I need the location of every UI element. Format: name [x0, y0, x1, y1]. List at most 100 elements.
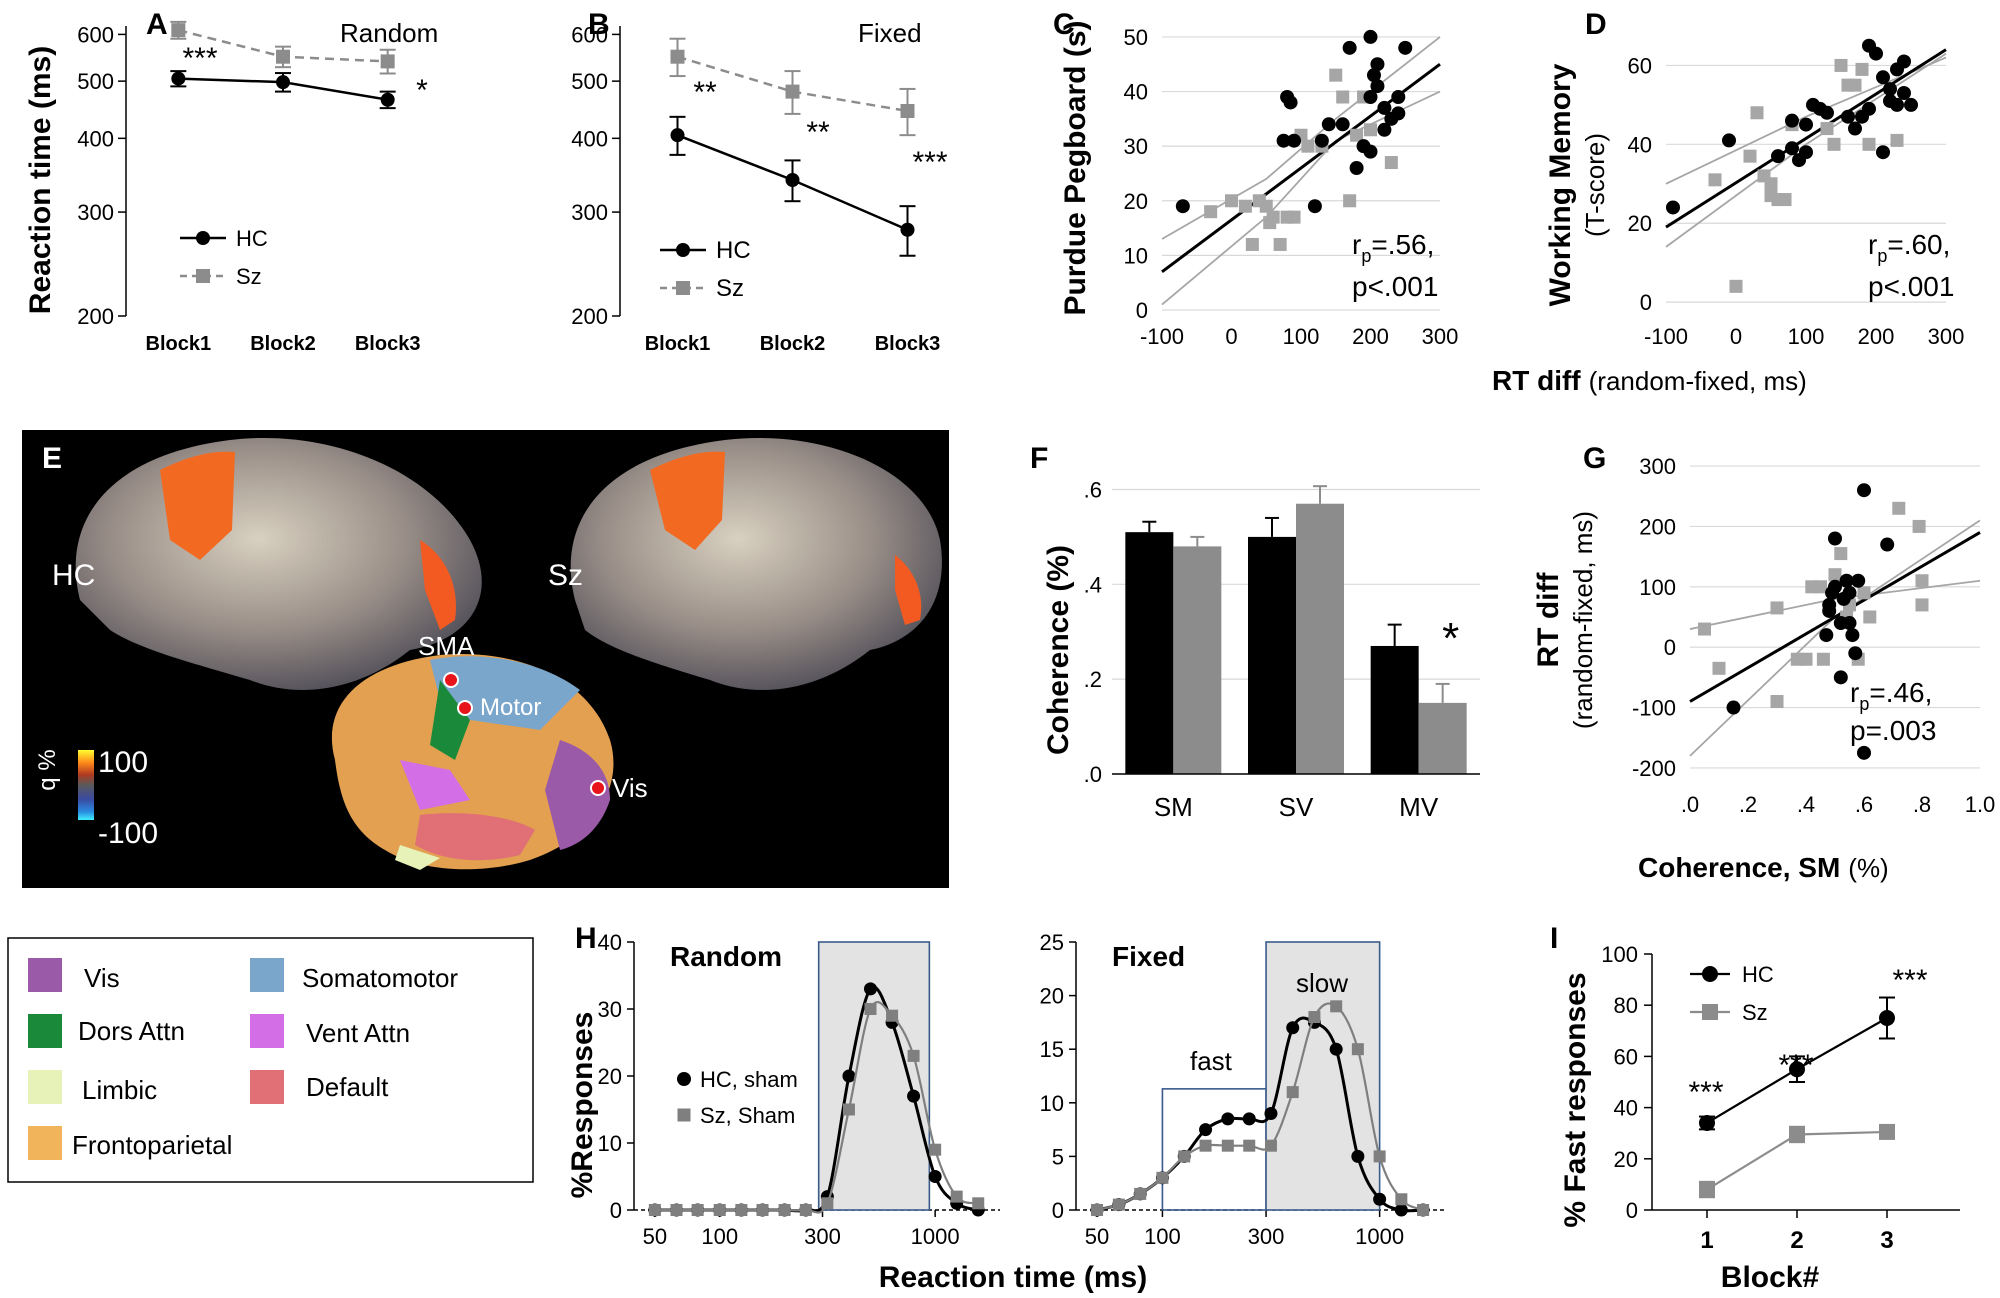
panel-c-letter: C	[1053, 8, 1075, 41]
data-point	[1286, 1021, 1300, 1035]
x-tick-label: 100	[1788, 324, 1825, 349]
hc-point	[1666, 200, 1680, 215]
data-point	[276, 75, 290, 90]
y-tick-label: 600	[77, 22, 114, 47]
x-tick-label: 1000	[911, 1224, 960, 1249]
x-tick-label: 100	[701, 1224, 738, 1249]
hc-point	[1845, 628, 1860, 643]
panel-d-stat-r: rp=.60,	[1868, 229, 1950, 266]
y-tick-label: 80	[1614, 993, 1638, 1018]
network-legend: Vis Somatomotor Dors Attn Vent Attn Limb…	[7, 937, 534, 1183]
legend-marker	[676, 281, 690, 295]
x-tick-label: 50	[643, 1224, 667, 1249]
bar	[1248, 536, 1296, 774]
node-motor	[457, 700, 473, 716]
panel-d-stat-r-symbol: r	[1868, 229, 1877, 260]
y-tick-label: 0	[1640, 290, 1652, 315]
x-tick-label: 0	[1225, 324, 1237, 349]
y-tick-label: 0	[1052, 1198, 1064, 1223]
q-colorbar-label: q %	[34, 749, 61, 790]
legend-label: Sz	[716, 275, 744, 302]
bar	[1296, 503, 1344, 774]
data-point	[1286, 1086, 1299, 1099]
data-point	[1308, 1011, 1321, 1024]
legend-label-default: Default	[306, 1072, 389, 1102]
data-point	[929, 1143, 942, 1156]
panel-f-x-axis: SM SV MV	[1112, 773, 1480, 822]
hc-point	[1851, 573, 1866, 588]
legend-label: Sz, Sham	[700, 1103, 795, 1128]
q-colorbar-max: 100	[98, 746, 148, 779]
x-tick-label: -100	[1140, 324, 1184, 349]
panel-h-letter: H	[575, 922, 597, 955]
brain-sz-occipital-region	[895, 555, 922, 625]
data-point	[1242, 1112, 1256, 1126]
sz-point	[1336, 90, 1350, 104]
hc-point	[1785, 113, 1799, 128]
legend-label-dors-attn: Dors Attn	[78, 1016, 185, 1046]
panel-c-stat-p: p<.001	[1352, 271, 1438, 302]
sz-point	[1273, 237, 1287, 251]
data-point	[1199, 1139, 1212, 1152]
y-tick-label: 0	[1626, 1198, 1638, 1223]
x-tick-label: 200	[1858, 324, 1895, 349]
data-point	[276, 49, 290, 64]
panel-g-xlabel: Coherence, SM (%)	[1638, 852, 1889, 883]
hc-point	[1799, 145, 1813, 160]
bar	[1173, 546, 1222, 774]
data-point	[1178, 1150, 1191, 1163]
legend-label: HC	[1742, 962, 1774, 987]
significance-star: *	[1442, 614, 1459, 663]
panel-i-x-axis: 1 2 3	[1652, 1209, 1960, 1254]
panel-h-xlabel: Reaction time (ms)	[879, 1261, 1147, 1294]
data-point	[691, 1204, 704, 1216]
panel-h1-y-axis: 0 10 20 30 40	[598, 930, 635, 1223]
x-tick-label: 100	[1144, 1224, 1181, 1249]
sz-point	[1848, 78, 1862, 92]
sz-point	[1912, 519, 1926, 533]
x-tick-label: 300	[1928, 324, 1965, 349]
q-colorbar	[78, 750, 94, 820]
y-tick-label: 0	[610, 1198, 622, 1223]
legend-swatch-dors-attn	[28, 1014, 62, 1048]
x-tick-label: .0	[1681, 792, 1699, 817]
data-point	[171, 23, 186, 38]
hc-point	[1822, 597, 1837, 612]
panel-g-ylabel: RT diff	[1532, 572, 1565, 668]
panel-b-title: Fixed	[858, 18, 922, 48]
y-tick-label: 200	[77, 304, 114, 329]
x-tick-label: 1.0	[1965, 792, 1996, 817]
panel-h1-legend: HC, sham Sz, Sham	[677, 1067, 798, 1128]
sz-point	[1770, 601, 1784, 615]
hc-point	[1828, 579, 1842, 594]
hc-point	[1876, 145, 1890, 160]
data-point	[648, 1204, 661, 1216]
hc-point	[1321, 117, 1336, 132]
hc-point	[1876, 70, 1890, 85]
x-tick-label: 200	[1352, 324, 1389, 349]
y-tick-label: 10	[1040, 1091, 1064, 1116]
panel-c-stat-r-sub: p	[1361, 246, 1371, 266]
x-tick-label: 300	[804, 1224, 841, 1249]
y-tick-label: 300	[77, 200, 114, 225]
bar	[1418, 702, 1467, 774]
y-tick-label: 5	[1052, 1144, 1064, 1169]
x-tick-label: Block1	[645, 333, 711, 355]
y-tick-label: 400	[571, 126, 608, 151]
data-point	[1699, 1114, 1715, 1131]
y-tick-label: 200	[1639, 514, 1676, 539]
brain-sz: Sz	[548, 437, 942, 690]
legend-swatch-frontoparietal	[28, 1126, 62, 1160]
data-point	[670, 49, 685, 64]
panel-g-stat-r-sub: p	[1859, 694, 1869, 714]
data-point	[900, 104, 915, 119]
significance-stars: ***	[1688, 1076, 1723, 1109]
data-point	[1264, 1139, 1277, 1152]
hc-point	[1842, 616, 1857, 631]
data-point	[1221, 1112, 1235, 1126]
